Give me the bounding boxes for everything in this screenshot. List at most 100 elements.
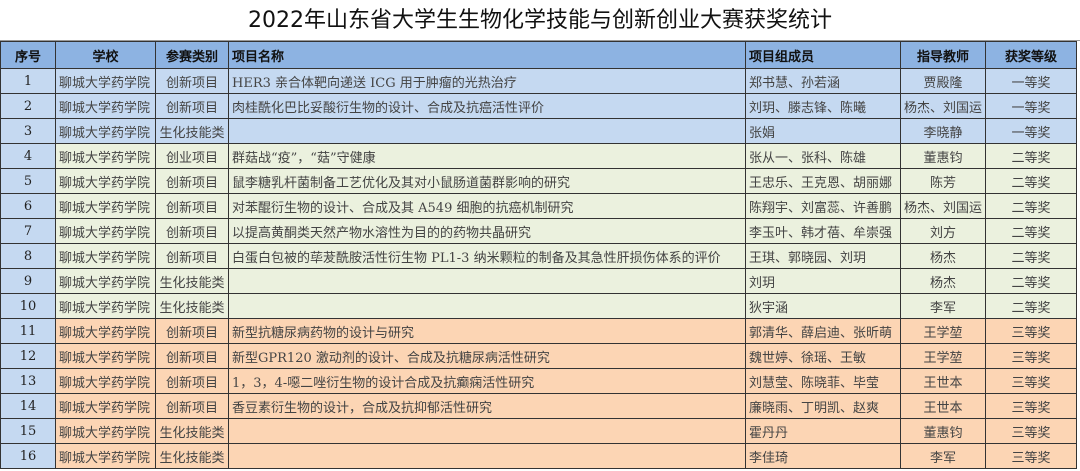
cell-category[interactable]: 创新项目 <box>155 343 229 369</box>
cell-advisor[interactable]: 贾殿隆 <box>900 68 986 94</box>
cell-award[interactable]: 一等奖 <box>985 68 1077 94</box>
cell-school[interactable]: 聊城大学药学院 <box>55 418 156 444</box>
cell-school[interactable]: 聊城大学药学院 <box>55 443 156 469</box>
cell-no[interactable]: 2 <box>0 93 56 119</box>
cell-project[interactable]: 群菇战“疫”，“菇”守健康 <box>228 143 746 169</box>
cell-advisor[interactable]: 杨杰 <box>900 268 986 294</box>
header-no[interactable]: 序号 <box>0 41 56 69</box>
cell-award[interactable]: 二等奖 <box>985 168 1077 194</box>
cell-no[interactable]: 5 <box>0 168 56 194</box>
cell-project[interactable]: 肉桂酰化巴比妥酸衍生物的设计、合成及抗癌活性评价 <box>228 93 746 119</box>
header-school[interactable]: 学校 <box>55 41 156 69</box>
cell-category[interactable]: 生化技能类 <box>155 268 229 294</box>
cell-advisor[interactable]: 李晓静 <box>900 118 986 144</box>
cell-award[interactable]: 二等奖 <box>985 143 1077 169</box>
cell-award[interactable]: 三等奖 <box>985 393 1077 419</box>
cell-project[interactable]: 香豆素衍生物的设计，合成及抗抑郁活性研究 <box>228 393 746 419</box>
cell-no[interactable]: 14 <box>0 393 56 419</box>
cell-no[interactable]: 12 <box>0 343 56 369</box>
cell-category[interactable]: 生化技能类 <box>155 293 229 319</box>
cell-project[interactable] <box>228 418 746 444</box>
cell-members[interactable]: 刘玥、滕志锋、陈曦 <box>745 93 901 119</box>
header-advisor[interactable]: 指导教师 <box>900 41 986 69</box>
cell-award[interactable]: 二等奖 <box>985 218 1077 244</box>
cell-members[interactable]: 郑书慧、孙若涵 <box>745 68 901 94</box>
cell-category[interactable]: 创新项目 <box>155 218 229 244</box>
cell-project[interactable] <box>228 118 746 144</box>
cell-category[interactable]: 创新项目 <box>155 393 229 419</box>
cell-school[interactable]: 聊城大学药学院 <box>55 368 156 394</box>
cell-advisor[interactable]: 董惠钧 <box>900 143 986 169</box>
cell-category[interactable]: 创新项目 <box>155 318 229 344</box>
cell-school[interactable]: 聊城大学药学院 <box>55 343 156 369</box>
header-project[interactable]: 项目名称 <box>228 41 746 69</box>
cell-school[interactable]: 聊城大学药学院 <box>55 243 156 269</box>
cell-school[interactable]: 聊城大学药学院 <box>55 168 156 194</box>
cell-advisor[interactable]: 王世本 <box>900 368 986 394</box>
cell-project[interactable]: 1，3，4-噁二唑衍生物的设计合成及抗癫痫活性研究 <box>228 368 746 394</box>
cell-members[interactable]: 郭清华、薛启迪、张昕萌 <box>745 318 901 344</box>
cell-school[interactable]: 聊城大学药学院 <box>55 93 156 119</box>
cell-school[interactable]: 聊城大学药学院 <box>55 293 156 319</box>
cell-category[interactable]: 创新项目 <box>155 93 229 119</box>
cell-school[interactable]: 聊城大学药学院 <box>55 318 156 344</box>
cell-award[interactable]: 三等奖 <box>985 343 1077 369</box>
cell-advisor[interactable]: 王世本 <box>900 393 986 419</box>
cell-members[interactable]: 李玉叶、韩才蓓、牟崇强 <box>745 218 901 244</box>
cell-no[interactable]: 3 <box>0 118 56 144</box>
cell-advisor[interactable]: 王学堃 <box>900 318 986 344</box>
cell-no[interactable]: 7 <box>0 218 56 244</box>
header-members[interactable]: 项目组成员 <box>745 41 901 69</box>
cell-award[interactable]: 二等奖 <box>985 193 1077 219</box>
cell-category[interactable]: 创新项目 <box>155 243 229 269</box>
cell-project[interactable]: 新型抗糖尿病药物的设计与研究 <box>228 318 746 344</box>
cell-school[interactable]: 聊城大学药学院 <box>55 393 156 419</box>
cell-project[interactable] <box>228 268 746 294</box>
cell-no[interactable]: 6 <box>0 193 56 219</box>
cell-school[interactable]: 聊城大学药学院 <box>55 143 156 169</box>
cell-school[interactable]: 聊城大学药学院 <box>55 68 156 94</box>
cell-award[interactable]: 一等奖 <box>985 93 1077 119</box>
cell-project[interactable]: 以提高黄酮类天然产物水溶性为目的的药物共晶研究 <box>228 218 746 244</box>
cell-members[interactable]: 陈翔宇、刘富蕊、许善鹏 <box>745 193 901 219</box>
cell-category[interactable]: 创新项目 <box>155 368 229 394</box>
cell-no[interactable]: 1 <box>0 68 56 94</box>
cell-advisor[interactable]: 刘方 <box>900 218 986 244</box>
cell-advisor[interactable]: 陈芳 <box>900 168 986 194</box>
cell-award[interactable]: 三等奖 <box>985 368 1077 394</box>
cell-advisor[interactable]: 王学堃 <box>900 343 986 369</box>
cell-advisor[interactable]: 杨杰 <box>900 243 986 269</box>
cell-advisor[interactable]: 董惠钧 <box>900 418 986 444</box>
cell-advisor[interactable]: 李军 <box>900 443 986 469</box>
cell-no[interactable]: 11 <box>0 318 56 344</box>
cell-award[interactable]: 二等奖 <box>985 293 1077 319</box>
cell-award[interactable]: 一等奖 <box>985 118 1077 144</box>
cell-no[interactable]: 13 <box>0 368 56 394</box>
cell-members[interactable]: 李佳琦 <box>745 443 901 469</box>
cell-members[interactable]: 王忠乐、王克恩、胡丽娜 <box>745 168 901 194</box>
cell-members[interactable]: 魏世婷、徐瑶、王敏 <box>745 343 901 369</box>
cell-school[interactable]: 聊城大学药学院 <box>55 268 156 294</box>
cell-award[interactable]: 三等奖 <box>985 418 1077 444</box>
cell-award[interactable]: 二等奖 <box>985 268 1077 294</box>
cell-project[interactable] <box>228 293 746 319</box>
cell-no[interactable]: 10 <box>0 293 56 319</box>
cell-no[interactable]: 8 <box>0 243 56 269</box>
cell-members[interactable]: 张娟 <box>745 118 901 144</box>
cell-category[interactable]: 生化技能类 <box>155 418 229 444</box>
cell-members[interactable]: 王琪、郭晓园、刘玥 <box>745 243 901 269</box>
cell-members[interactable]: 狄宇涵 <box>745 293 901 319</box>
cell-no[interactable]: 9 <box>0 268 56 294</box>
cell-members[interactable]: 刘慧莹、陈晓菲、毕莹 <box>745 368 901 394</box>
cell-school[interactable]: 聊城大学药学院 <box>55 193 156 219</box>
cell-project[interactable]: 鼠李糖乳杆菌制备工艺优化及其对小鼠肠道菌群影响的研究 <box>228 168 746 194</box>
cell-advisor[interactable]: 杨杰、刘国运 <box>900 193 986 219</box>
cell-project[interactable] <box>228 443 746 469</box>
cell-category[interactable]: 创新项目 <box>155 68 229 94</box>
cell-project[interactable]: 新型GPR120 激动剂的设计、合成及抗糖尿病活性研究 <box>228 343 746 369</box>
cell-category[interactable]: 生化技能类 <box>155 443 229 469</box>
cell-members[interactable]: 刘玥 <box>745 268 901 294</box>
cell-project[interactable]: 对苯醌衍生物的设计、合成及其 A549 细胞的抗癌机制研究 <box>228 193 746 219</box>
cell-award[interactable]: 三等奖 <box>985 443 1077 469</box>
cell-category[interactable]: 生化技能类 <box>155 118 229 144</box>
